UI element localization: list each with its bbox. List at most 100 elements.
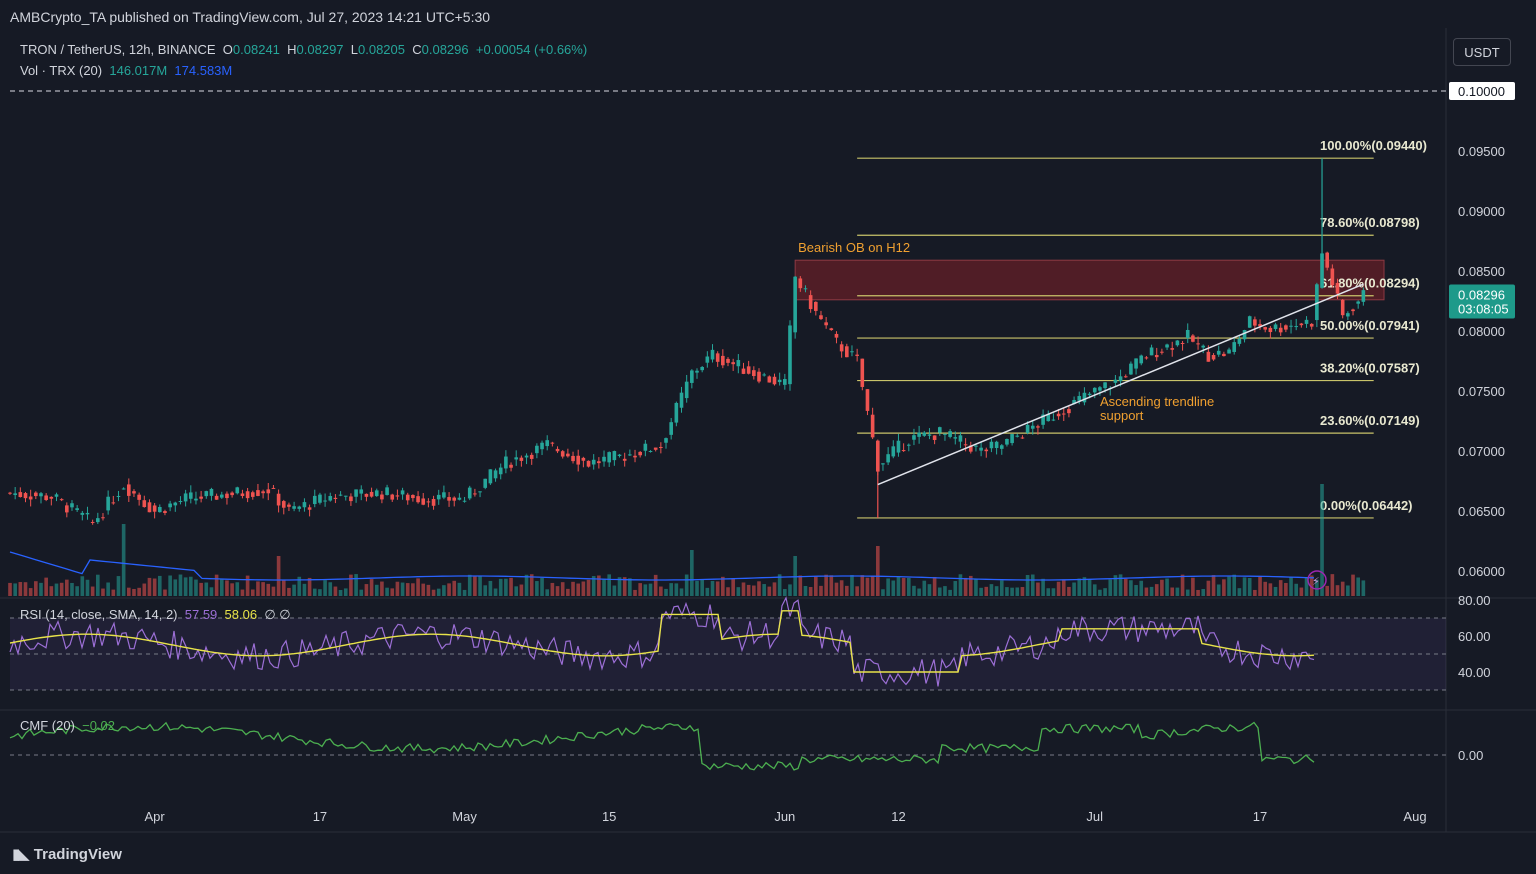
volume-bar (1005, 587, 1009, 596)
volume-bar (44, 577, 48, 596)
candle-body (219, 494, 224, 498)
volume-bar (684, 574, 689, 596)
candle-body (152, 505, 157, 512)
volume-bar (566, 588, 570, 596)
candle-body (617, 454, 622, 456)
rsi-label: RSI (14, close, SMA, 14, 2) (20, 607, 178, 622)
volume-bar (808, 587, 813, 596)
candle-body (591, 459, 596, 465)
volume-bar (999, 580, 1004, 596)
candle-body (1325, 252, 1330, 268)
volume-bar (349, 574, 353, 596)
candle-body (431, 499, 436, 506)
candle-body (535, 445, 539, 454)
candle-body (462, 500, 467, 502)
candle-body (937, 427, 942, 433)
volume-bar (896, 576, 901, 596)
candle-body (493, 470, 498, 479)
candle-body (188, 492, 193, 499)
fib-level-label: 100.00%(0.09440) (1320, 138, 1427, 153)
candle-body (483, 478, 488, 488)
symbol-title: TRON / TetherUS, 12h, BINANCE (20, 42, 216, 57)
candle-body (767, 376, 772, 383)
rsi-value: 57.59 (184, 607, 218, 622)
candle-body (1180, 342, 1185, 344)
volume-bar (741, 582, 746, 596)
candle-body (514, 457, 519, 460)
symbol-legend: TRON / TetherUS, 12h, BINANCE O0.08241 H… (20, 42, 588, 57)
candle-body (183, 493, 188, 502)
volume-legend: Vol · TRX (20) 146.017M 174.583M (20, 63, 232, 78)
high-value: 0.08297 (296, 42, 344, 57)
candle-body (421, 498, 426, 505)
volume-bar (560, 582, 565, 596)
candle-body (297, 506, 302, 509)
candle-body (814, 301, 818, 311)
volume-bar (261, 582, 265, 596)
ref-price-box (1449, 82, 1515, 100)
candle-body (855, 354, 859, 356)
candle-body (850, 351, 854, 353)
volume-bar (416, 578, 420, 596)
candle-body (757, 371, 761, 382)
candle-body (343, 495, 348, 497)
candle-body (679, 392, 684, 408)
volume-bar (1144, 587, 1149, 596)
candle-body (235, 487, 240, 494)
candle-body (157, 506, 162, 513)
last-price-label: 0.08296 (1458, 287, 1505, 302)
volume-bar (188, 576, 193, 596)
volume-bar (1149, 586, 1154, 596)
candle-body (106, 496, 110, 511)
volume-bar (219, 579, 224, 596)
candle-body (307, 507, 312, 510)
volume-bar (984, 586, 989, 596)
volume-bar (545, 589, 550, 596)
candle-body (54, 494, 59, 497)
candle-body (354, 489, 358, 497)
candle-body (602, 456, 606, 462)
volume-bar (906, 577, 911, 596)
candle-body (209, 488, 214, 496)
candle-body (1232, 342, 1237, 352)
volume-bar (359, 589, 364, 596)
volume-bar (1113, 575, 1118, 596)
tradingview-logo[interactable]: ▮◣ TradingView (12, 845, 122, 864)
candle-body (597, 461, 601, 464)
volume-bar (1340, 581, 1345, 596)
candle-body (638, 451, 642, 456)
volume-bar (426, 584, 431, 596)
candle-body (147, 502, 152, 513)
volume-bar (891, 580, 896, 596)
time-tick: May (452, 809, 477, 824)
volume-bar (302, 583, 307, 596)
volume-bar (917, 588, 921, 596)
candle-body (261, 491, 265, 494)
volume-bar (1175, 587, 1180, 596)
volume-bar (777, 574, 782, 596)
time-tick: Apr (145, 809, 166, 824)
candle-body (581, 457, 586, 461)
volume-bar (746, 584, 751, 596)
volume-bar (462, 589, 467, 596)
volume-bar (271, 586, 276, 596)
time-tick: Jul (1086, 809, 1103, 824)
volume-bar (364, 584, 369, 596)
candle-body (380, 494, 384, 500)
volume-bar (937, 587, 942, 596)
volume-bar (1299, 587, 1304, 596)
volume-bar (1289, 577, 1293, 596)
candle-body (23, 493, 28, 499)
candle-body (1165, 344, 1169, 348)
volume-bar (59, 582, 64, 596)
candle-body (65, 505, 69, 513)
candle-body (958, 435, 963, 442)
candle-body (1041, 414, 1045, 425)
volume-bar (1222, 579, 1226, 596)
currency-button[interactable]: USDT (1453, 38, 1511, 66)
volume-bar (1103, 588, 1107, 596)
volume-bar (772, 582, 777, 596)
volume-bar (1098, 589, 1102, 596)
volume-bar (622, 577, 627, 596)
